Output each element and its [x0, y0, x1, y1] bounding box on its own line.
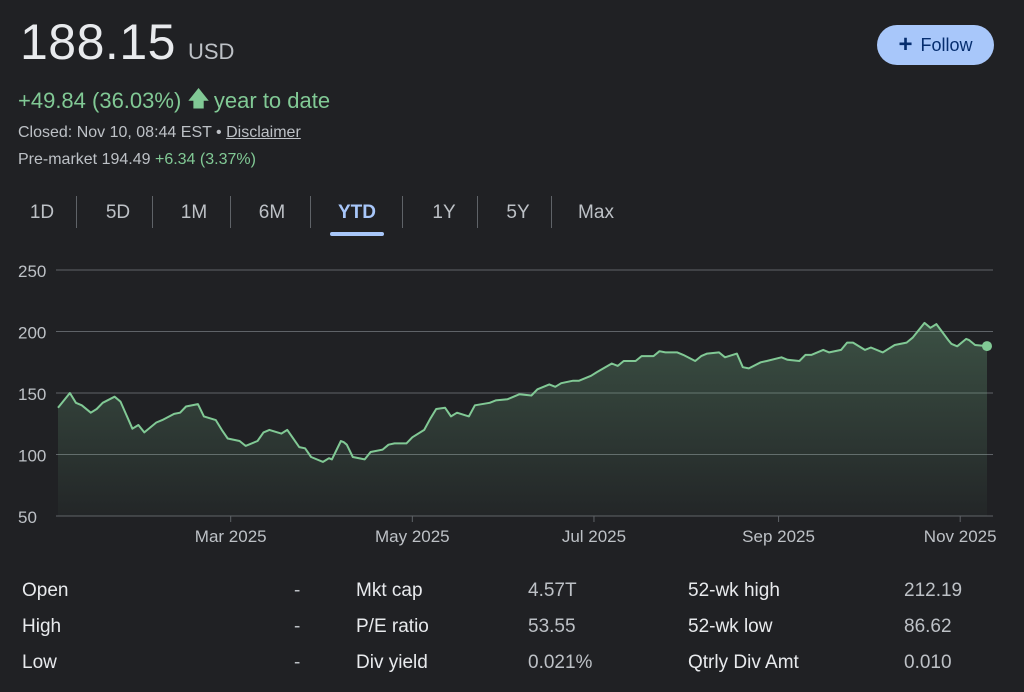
tab-divider [76, 196, 77, 228]
plus-icon: + [898, 31, 913, 58]
tab-1d[interactable]: 1D [29, 202, 55, 223]
y-tick-label: 150 [18, 385, 46, 404]
price-change: +49.84 (36.03%) 🡅 year to date [18, 82, 330, 120]
x-tick-label: May 2025 [375, 527, 450, 546]
tab-divider [310, 196, 311, 228]
closed-text: Closed: Nov 10, 08:44 EST [18, 124, 212, 141]
x-tick-label: Sep 2025 [742, 527, 815, 546]
stat-value-mkt-cap: 4.57T [528, 580, 577, 601]
tab-1y[interactable]: 1Y [432, 202, 456, 223]
price-area [58, 322, 987, 516]
last-price-dot [982, 341, 992, 352]
tab-max[interactable]: Max [578, 202, 614, 223]
tab-divider [402, 196, 403, 228]
stats-row: Open - Mkt cap 4.57T 52-wk high 212.19 [22, 580, 1002, 616]
disclaimer-link[interactable]: Disclaimer [226, 124, 301, 141]
stat-value-52wk-high: 212.19 [904, 580, 963, 601]
tab-divider [551, 196, 552, 228]
stat-label-52wk-low: 52-wk low [688, 616, 773, 637]
current-price: 188.15 [20, 14, 176, 70]
stat-value-high: - [294, 616, 301, 637]
y-tick-label: 50 [18, 508, 37, 527]
change-value: +49.84 (36.03%) [18, 88, 182, 113]
stat-value-52wk-low: 86.62 [904, 616, 952, 637]
x-tick-label: Jul 2025 [562, 527, 626, 546]
stat-value-low: - [294, 652, 301, 673]
tab-5y[interactable]: 5Y [506, 202, 530, 223]
price-header: 188.15 USD [20, 14, 234, 70]
y-tick-label: 200 [18, 324, 46, 343]
tab-5d[interactable]: 5D [105, 202, 131, 223]
tab-divider [152, 196, 153, 228]
tab-divider [230, 196, 231, 228]
stat-value-qtrly-div-amt: 0.010 [904, 652, 952, 673]
stats-row: Low - Div yield 0.021% Qtrly Div Amt 0.0… [22, 652, 1002, 688]
stat-label-high: High [22, 616, 62, 637]
x-tick-label: Mar 2025 [195, 527, 267, 546]
tab-divider [477, 196, 478, 228]
market-status: Closed: Nov 10, 08:44 EST • Disclaimer [18, 124, 301, 142]
currency-code: USD [187, 39, 235, 64]
stat-value-pe-ratio: 53.55 [528, 616, 576, 637]
tab-6m[interactable]: 6M [258, 202, 286, 223]
stat-label-low: Low [22, 652, 57, 673]
x-tick-label: Nov 2025 [924, 527, 997, 546]
premarket-label: Pre-market [18, 151, 98, 168]
premarket-change: +6.34 (3.37%) [154, 151, 256, 168]
premarket-info: Pre-market 194.49 +6.34 (3.37%) [18, 151, 256, 169]
stat-label-qtrly-div-amt: Qtrly Div Amt [688, 652, 799, 673]
stat-label-div-yield: Div yield [356, 652, 428, 673]
separator-dot: • [216, 124, 222, 141]
premarket-price: 194.49 [101, 151, 151, 168]
stats-row: High - P/E ratio 53.55 52-wk low 86.62 [22, 616, 1002, 652]
y-tick-label: 100 [18, 447, 46, 466]
price-line [57, 321, 988, 463]
tab-1m[interactable]: 1M [180, 202, 208, 223]
stat-value-div-yield: 0.021% [528, 652, 593, 673]
change-period: year to date [213, 88, 331, 113]
stat-label-52wk-high: 52-wk high [688, 580, 780, 601]
stat-label-mkt-cap: Mkt cap [356, 580, 423, 601]
key-stats: Open - Mkt cap 4.57T 52-wk high 212.19 H… [22, 580, 1002, 688]
tab-ytd[interactable]: YTD [330, 196, 384, 236]
y-tick-label: 250 [18, 262, 46, 281]
price-chart[interactable]: 50 100 150 200 250 Mar 2025 May 2025 Jul 2025 S… [0, 250, 1024, 560]
arrow-up-icon: 🡅 [187, 86, 210, 111]
stat-label-open: Open [22, 580, 69, 601]
follow-button[interactable]: + Follow [877, 25, 994, 65]
follow-label: Follow [920, 34, 973, 55]
stat-value-open: - [294, 580, 301, 601]
range-tabs: 1D 5D 1M 6M YTD 1Y 5Y Max [0, 196, 660, 236]
stat-label-pe-ratio: P/E ratio [356, 616, 429, 637]
